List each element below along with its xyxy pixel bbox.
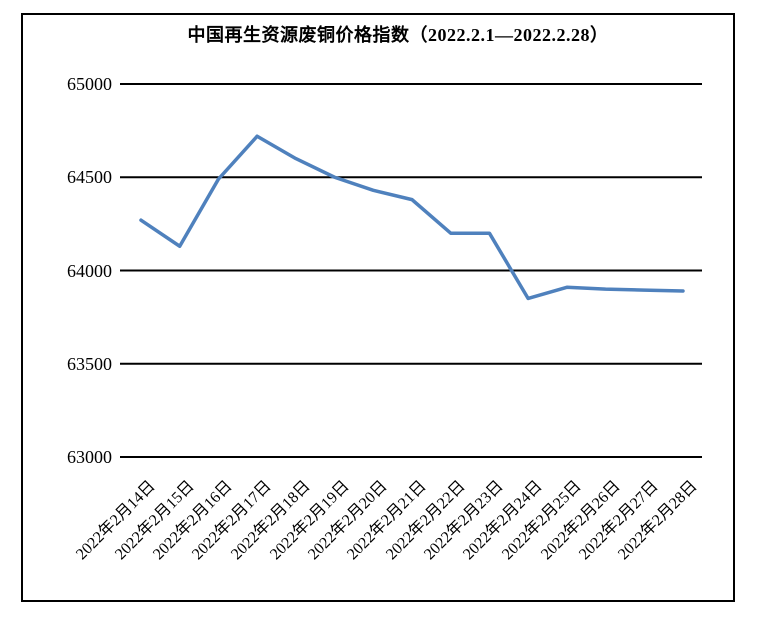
y-tick-label: 63000 — [67, 447, 112, 467]
y-tick-label: 64500 — [67, 167, 112, 188]
chart-title: 中国再生资源废铜价格指数（2022.2.1—2022.2.28） — [187, 25, 609, 45]
y-tick-label: 63500 — [67, 353, 112, 374]
chart-frame — [21, 13, 735, 602]
y-tick-label: 65000 — [67, 74, 112, 94]
y-tick-label: 64000 — [67, 260, 112, 281]
